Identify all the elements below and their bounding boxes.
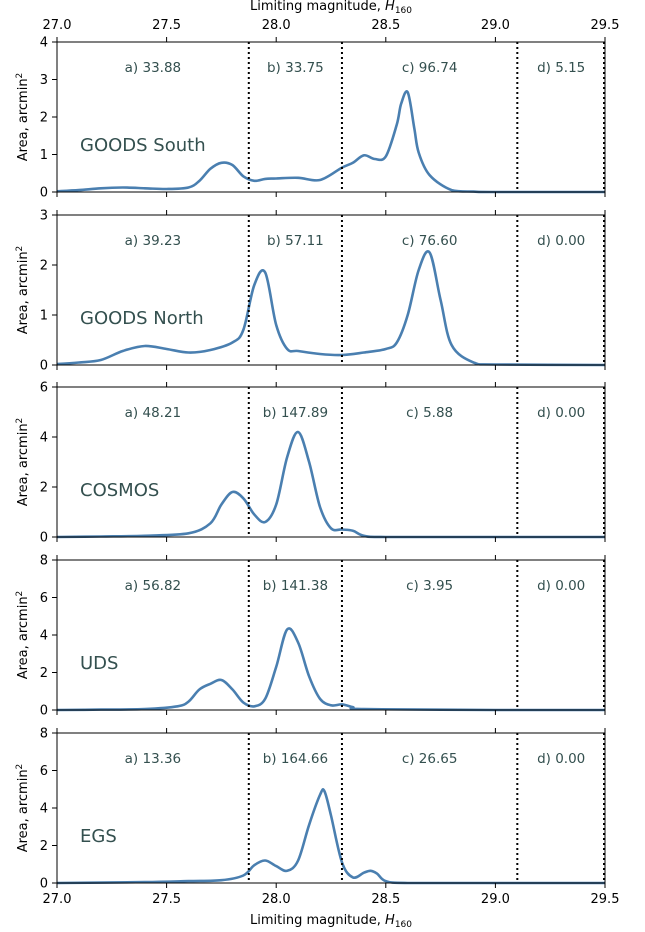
bin-label: c) 96.74 [402,60,458,76]
x-tick-label: 28.5 [371,892,400,907]
series-line [56,627,605,712]
y-tick-label: 0 [40,531,48,546]
y-tick-label: 6 [40,591,48,606]
top-x-axis-label: Limiting magnitude, H160 [250,0,412,16]
y-axis-label: Area, arcmin2 [15,73,31,162]
panel-goods-north: 0 1 2 3 Area, arcmin2 a) 39.23 b) 57.11 c) 76.6… [15,209,606,374]
bin-label: b) 57.11 [267,233,324,249]
x-tick-label: 27.0 [43,18,72,33]
y-axis-label: Area, arcmin2 [15,591,31,680]
panel-uds: 0 2 4 6 8 Area, arcmin2 a) 56.82 b) 141.38 c) 3.… [15,554,606,719]
y-tick-label: 8 [40,554,48,569]
plot-frame [56,214,606,366]
field-label: GOODS South [80,135,206,156]
y-tick-label: 2 [40,259,48,274]
bin-label: d) 0.00 [537,405,585,421]
bin-label: a) 33.88 [125,60,181,76]
x-tick-label: 29.0 [481,892,510,907]
y-tick-label: 2 [40,839,48,854]
plot-frame [56,386,606,538]
bin-label: d) 0.00 [537,751,585,767]
bin-label: a) 48.21 [125,405,181,421]
field-label: EGS [80,826,117,847]
panels: 27.0 27.5 28.0 28.5 29.0 29.5 0 1 2 3 4 Area, arcmi… [15,18,619,907]
y-tick-label: 0 [40,877,48,892]
bin-label: d) 0.00 [537,578,585,594]
y-tick-label: 4 [40,629,48,644]
series-line [56,430,605,539]
x-tick-label: 29.0 [481,18,510,33]
bin-label: a) 39.23 [125,233,181,249]
y-tick-label: 2 [40,111,48,126]
y-tick-label: 1 [40,148,48,163]
field-label: GOODS North [80,308,204,329]
field-label: COSMOS [80,480,159,501]
y-axis-label: Area, arcmin2 [15,764,31,853]
bottom-x-axis-label: Limiting magnitude, H160 [250,913,412,930]
y-tick-label: 2 [40,481,48,496]
bin-label: a) 56.82 [125,578,181,594]
field-label: UDS [80,653,118,674]
x-tick-label: 29.5 [591,18,620,33]
bin-label: b) 33.75 [267,60,324,76]
x-tick-label: 28.0 [262,892,291,907]
bin-label: c) 5.88 [406,405,453,421]
panel-egs: 27.0 27.5 28.0 28.5 29.0 29.5 0 2 4 6 8 Area, arcmi… [15,727,619,908]
series-line [56,90,605,194]
bin-label: d) 0.00 [537,233,585,249]
y-tick-label: 4 [40,431,48,446]
y-tick-label: 0 [40,186,48,201]
series-line [56,788,605,885]
y-axis-label: Area, arcmin2 [15,246,31,335]
series-line [56,250,606,367]
y-tick-label: 3 [40,73,48,88]
bin-label: b) 147.89 [263,405,328,421]
y-tick-label: 0 [40,704,48,719]
y-tick-label: 1 [40,309,48,324]
x-tick-label: 27.0 [43,892,72,907]
y-tick-label: 6 [40,764,48,779]
y-tick-label: 0 [40,359,48,374]
y-tick-label: 2 [40,666,48,681]
panel-goods-south: 27.0 27.5 28.0 28.5 29.0 29.5 0 1 2 3 4 Area, arcmi… [15,18,619,201]
x-tick-label: 28.5 [371,18,400,33]
y-tick-label: 3 [40,209,48,224]
bin-label: c) 26.65 [402,751,458,767]
bin-label: a) 13.36 [125,751,181,767]
x-tick-label: 27.5 [152,18,181,33]
y-tick-label: 4 [40,36,48,51]
bin-label: c) 76.60 [402,233,458,249]
panel-cosmos: 0 2 4 6 Area, arcmin2 a) 48.21 b) 147.89 c) 5.8… [15,381,606,546]
bin-label: c) 3.95 [406,578,453,594]
y-tick-label: 6 [40,381,48,396]
x-tick-label: 28.0 [262,18,291,33]
x-tick-label: 29.5 [591,892,620,907]
bin-label: b) 164.66 [263,751,328,767]
y-axis-label: Area, arcmin2 [15,418,31,507]
y-tick-label: 8 [40,727,48,742]
x-tick-label: 27.5 [152,892,181,907]
bin-label: d) 5.15 [537,60,585,76]
y-tick-label: 4 [40,802,48,817]
bin-label: b) 141.38 [263,578,328,594]
